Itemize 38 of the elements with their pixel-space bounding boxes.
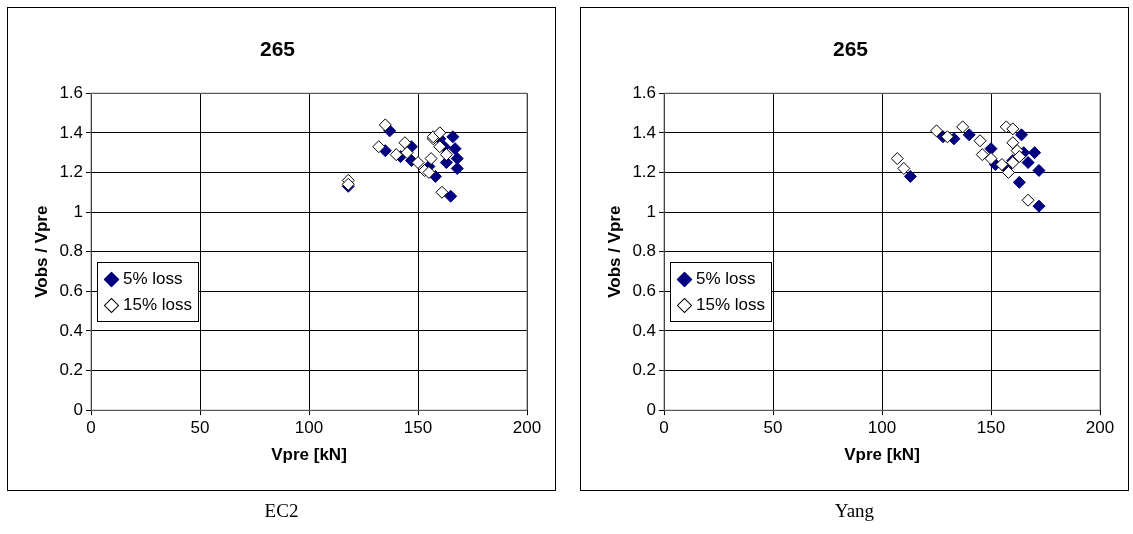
y-tick-label: 1.6	[59, 82, 84, 102]
y-axis-title: Vobs / Vpre	[604, 205, 624, 298]
y-tick-label: 0.4	[59, 320, 84, 340]
legend-label: 5% loss	[122, 268, 184, 290]
y-tick-label: 1.2	[632, 162, 657, 182]
y-tick-label: 1	[646, 201, 657, 221]
x-axis-title: Vpre [kN]	[271, 445, 347, 465]
y-tick-label: 0	[73, 399, 84, 419]
y-tick-label: 1.4	[632, 122, 657, 142]
x-tick-label: 200	[1085, 418, 1115, 438]
chart-title: 265	[259, 37, 296, 61]
x-tick-label: 50	[190, 418, 210, 438]
legend-label: 15% loss	[122, 294, 192, 316]
y-tick-label: 1	[73, 201, 84, 221]
y-tick-label: 1.6	[632, 82, 657, 102]
y-tick-label: 0.2	[59, 360, 84, 380]
y-axis-title: Vobs / Vpre	[31, 205, 51, 298]
x-tick-label: 200	[512, 418, 542, 438]
text: Yang	[833, 500, 876, 522]
y-tick-label: 0	[646, 399, 657, 419]
y-tick-label: 0.8	[59, 241, 84, 261]
y-tick-label: 1.2	[59, 162, 84, 182]
y-tick-label: 0.6	[632, 281, 657, 301]
legend-label: 15% loss	[695, 294, 765, 316]
x-tick-label: 100	[867, 418, 897, 438]
x-tick-label: 100	[294, 418, 324, 438]
y-tick-label: 0.4	[632, 320, 657, 340]
y-tick-label: 1.4	[59, 122, 84, 142]
y-tick-label: 0.2	[632, 360, 657, 380]
y-tick-label: 0.6	[59, 281, 84, 301]
text: EC2	[263, 500, 300, 522]
legend-label: 5% loss	[695, 268, 757, 290]
x-tick-label: 50	[763, 418, 783, 438]
y-tick-label: 0.8	[632, 241, 657, 261]
x-tick-label: 150	[976, 418, 1006, 438]
x-axis-title: Vpre [kN]	[844, 445, 920, 465]
x-tick-label: 150	[403, 418, 433, 438]
chart-title: 265	[832, 37, 869, 61]
